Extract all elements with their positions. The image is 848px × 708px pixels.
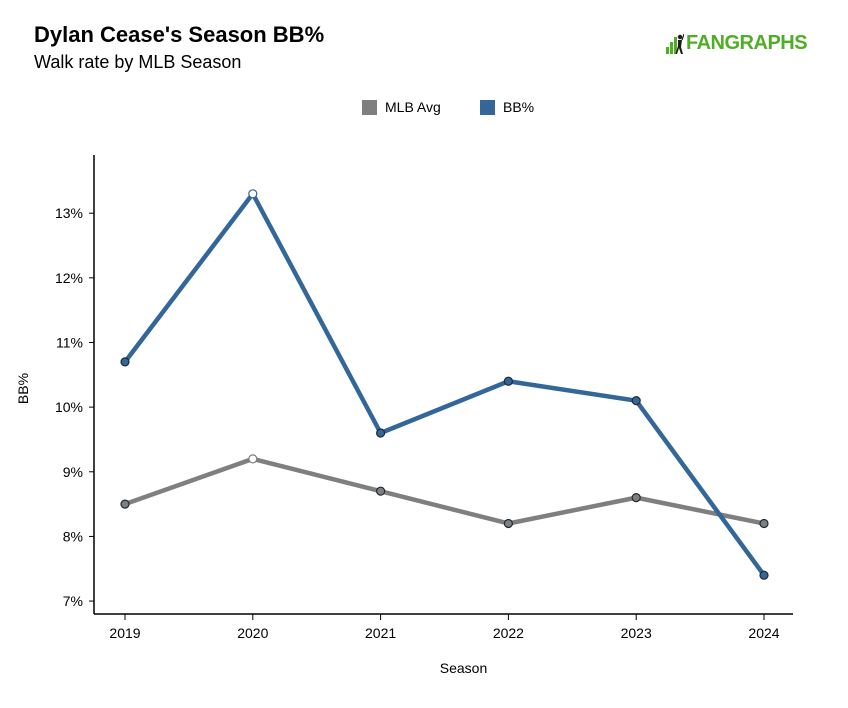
chart-title: Dylan Cease's Season BB%	[34, 22, 325, 47]
x-tick-label: 2022	[493, 625, 524, 641]
data-point-bb	[503, 376, 513, 386]
data-point-mlb-avg	[759, 518, 769, 529]
data-point-bb	[248, 189, 258, 199]
y-tick-label: 12%	[55, 270, 83, 286]
x-tick-label: 2020	[237, 625, 268, 641]
legend-swatch-mlb-avg	[362, 99, 377, 115]
chart-subtitle: Walk rate by MLB Season	[34, 52, 242, 72]
series-line-bb	[122, 191, 767, 578]
legend-item-bb-pct[interactable]: BB%	[480, 97, 534, 117]
legend-item-mlb-avg[interactable]: MLB Avg	[362, 97, 441, 117]
data-point-mlb-avg	[376, 486, 386, 496]
y-tick-label: 11%	[56, 334, 83, 350]
x-tick-label: 2021	[365, 625, 396, 641]
y-tick-label: 7%	[63, 593, 83, 609]
y-tick-label: 13%	[55, 205, 83, 221]
data-point-mlb-avg	[631, 493, 641, 503]
data-point-bb	[631, 396, 641, 406]
data-point-mlb-avg	[503, 518, 513, 529]
x-axis-label: Season	[440, 660, 487, 676]
y-tick-label: 8%	[63, 528, 83, 544]
data-point-bb	[120, 357, 130, 367]
x-tick-label: 2019	[109, 625, 140, 641]
y-axis-label: BB%	[15, 373, 31, 404]
legend-swatch-bb-pct	[480, 99, 495, 115]
y-tick-label: 9%	[63, 464, 83, 480]
data-point-mlb-avg	[120, 499, 130, 509]
legend-label-bb-pct: BB%	[503, 99, 535, 115]
fangraphs-logo-text: FANGRAPHS	[686, 32, 808, 54]
series-line-mlb-avg	[122, 456, 767, 526]
y-tick-label: 10%	[55, 399, 83, 415]
fangraphs-batter-icon	[666, 34, 684, 54]
data-point-mlb-avg	[248, 454, 258, 464]
legend-label-mlb-avg: MLB Avg	[385, 99, 441, 115]
data-point-bb	[759, 570, 769, 580]
x-tick-label: 2024	[748, 625, 779, 641]
x-tick-label: 2023	[621, 625, 652, 641]
data-point-bb	[376, 428, 386, 438]
fangraphs-logo[interactable]: FANGRAPHS	[666, 30, 820, 58]
chart-legend: MLB Avg BB%	[0, 97, 848, 117]
